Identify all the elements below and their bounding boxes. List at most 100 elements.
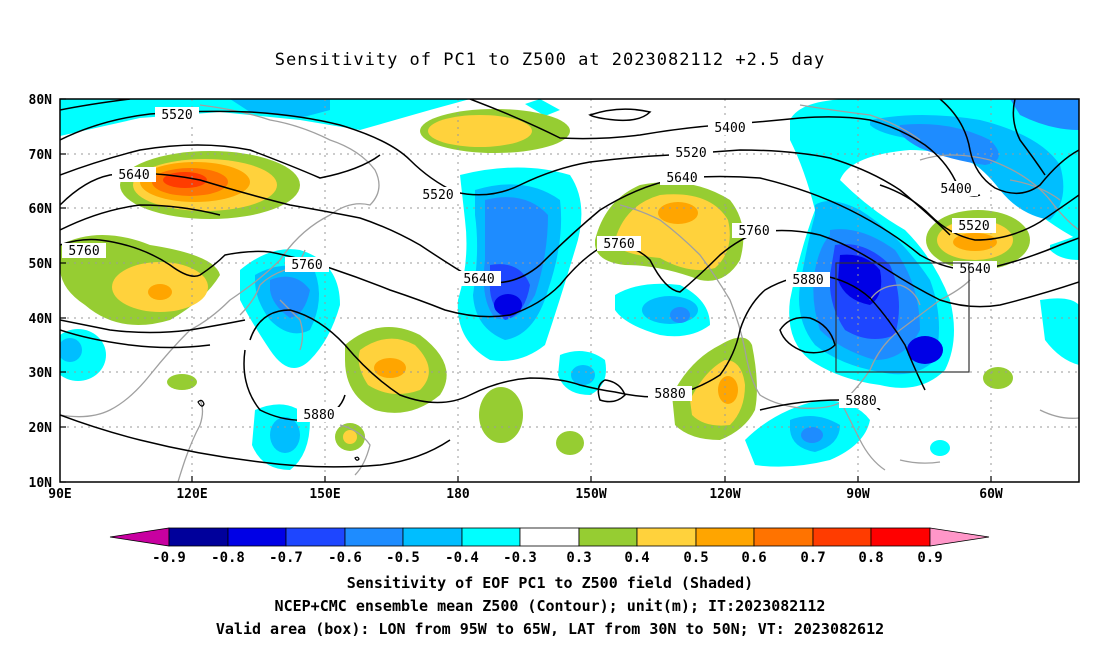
- svg-text:5520: 5520: [675, 146, 706, 161]
- contour-5640-b: [60, 204, 221, 231]
- contour-label: 5760: [285, 257, 329, 273]
- shaded-field: [60, 99, 1079, 482]
- contour-labels: 5520 5640 5760 5520 5760 5880 5640 5520 …: [62, 107, 997, 423]
- shade-blob-top-center: [420, 109, 570, 153]
- svg-text:5880: 5880: [845, 394, 876, 409]
- shade-left-cyan: [60, 329, 106, 381]
- colorbar-segment: [402, 527, 463, 547]
- y-tick-label: 20N: [29, 421, 53, 436]
- colorbar-segment: [344, 527, 404, 547]
- colorbar-label: -0.3: [503, 550, 537, 566]
- contour-5880-e: [779, 316, 836, 354]
- y-tick-label: 40N: [29, 312, 53, 327]
- y-tick-label: 30N: [29, 366, 53, 381]
- y-tick-label: 80N: [29, 93, 53, 108]
- contour-5400-b: [939, 99, 1079, 194]
- colorbar-segment: [168, 527, 229, 547]
- colorbar-label: -0.9: [152, 550, 186, 566]
- colorbar-label: 0.4: [624, 550, 649, 566]
- x-tick-label: 180: [446, 487, 470, 502]
- colorbar-label: 0.9: [917, 550, 942, 566]
- svg-text:5400: 5400: [940, 182, 971, 197]
- height-contours: [60, 99, 1079, 468]
- svg-text:5640: 5640: [666, 171, 697, 186]
- svg-text:5520: 5520: [161, 108, 192, 123]
- svg-text:5760: 5760: [68, 244, 99, 259]
- shade-blob-100e-45n: [60, 235, 220, 325]
- contour-5400-c: [1012, 99, 1046, 176]
- contour-label: 5880: [648, 386, 692, 402]
- svg-text:5760: 5760: [291, 258, 322, 273]
- x-tick-label: 90W: [846, 487, 870, 502]
- contour-5880-d: [597, 379, 626, 403]
- contour-label: 5640: [953, 261, 997, 277]
- contour-label: 5640: [457, 271, 501, 287]
- x-axis: 90E 120E 150E 180 150W 120W 90W 60W: [48, 476, 1003, 502]
- colorbar-segment: [519, 527, 580, 547]
- map-title: Sensitivity of PC1 to Z500 at 2023082112…: [274, 50, 826, 70]
- svg-text:5400: 5400: [714, 121, 745, 136]
- contour-label: 5520: [155, 107, 199, 123]
- colorbar-segment: [578, 527, 638, 547]
- island-markers: [197, 399, 360, 461]
- svg-text:5520: 5520: [422, 188, 453, 203]
- colorbar-segment: [870, 527, 931, 547]
- shade-cyan-gulf: [745, 400, 870, 467]
- contour-5880-g: [60, 414, 451, 468]
- colorbar-label: 0.7: [800, 550, 825, 566]
- colorbar-label: -0.8: [211, 550, 245, 566]
- contour-label: 5520: [669, 145, 713, 161]
- colorbar: [109, 527, 990, 547]
- contour-5880-a: [60, 329, 211, 349]
- shade-cyan-150w-30n: [558, 351, 606, 395]
- contour-label: 5760: [62, 243, 106, 259]
- x-tick-label: 120E: [176, 487, 207, 502]
- caption-contour: NCEP+CMC ensemble mean Z500 (Contour); u…: [274, 597, 826, 615]
- caption-valid-area: Valid area (box): LON from 95W to 65W, L…: [215, 620, 885, 638]
- x-tick-label: 90E: [48, 487, 71, 502]
- grid-lines: [60, 99, 1079, 482]
- y-axis: 80N 70N 60N 50N 40N 30N 20N 10N: [29, 93, 66, 491]
- contour-label: 5880: [297, 407, 341, 423]
- contour-label: 5640: [660, 170, 704, 186]
- coastlines: [60, 104, 1079, 482]
- x-tick-label: 60W: [979, 487, 1003, 502]
- contour-label: 5400: [934, 181, 978, 197]
- colorbar-segment: [812, 527, 872, 547]
- contour-5760-b: [60, 319, 246, 334]
- contour-label: 5760: [597, 236, 641, 252]
- colorbar-neg-tip: [109, 527, 170, 547]
- svg-text:5520: 5520: [958, 219, 989, 234]
- svg-text:5880: 5880: [303, 408, 334, 423]
- shade-yellow-115w-25n: [672, 337, 757, 440]
- contour-5400-d: [60, 99, 131, 111]
- colorbar-label: 0.5: [683, 550, 708, 566]
- colorbar-label: -0.4: [445, 550, 479, 566]
- colorbar-label: 0.3: [566, 550, 591, 566]
- y-tick-label: 60N: [29, 202, 53, 217]
- x-tick-label: 120W: [709, 487, 740, 502]
- svg-text:5880: 5880: [792, 273, 823, 288]
- contour-label: 5520: [952, 218, 996, 234]
- y-tick-label: 10N: [29, 476, 53, 491]
- svg-text:5640: 5640: [118, 168, 149, 183]
- svg-text:5880: 5880: [654, 387, 685, 402]
- x-tick-label: 150W: [575, 487, 606, 502]
- colorbar-label: 0.8: [858, 550, 883, 566]
- shade-cyan-130w-40n: [615, 283, 710, 337]
- colorbar-label: 0.6: [741, 550, 766, 566]
- contour-5520-c: [879, 184, 1079, 241]
- colorbar-label: -0.5: [386, 550, 420, 566]
- shade-small-spots: [167, 367, 1013, 456]
- colorbar-segment: [636, 527, 697, 547]
- svg-text:5760: 5760: [738, 224, 769, 239]
- y-tick-label: 70N: [29, 148, 53, 163]
- colorbar-label: -0.6: [328, 550, 362, 566]
- contour-label: 5640: [112, 167, 156, 183]
- contour-label: 5400: [708, 120, 752, 136]
- contour-5520-b: [60, 144, 381, 179]
- shade-blue-145e-40n: [240, 249, 340, 368]
- shade-blue-170w-45n: [457, 167, 582, 361]
- colorbar-pos-tip: [929, 527, 990, 547]
